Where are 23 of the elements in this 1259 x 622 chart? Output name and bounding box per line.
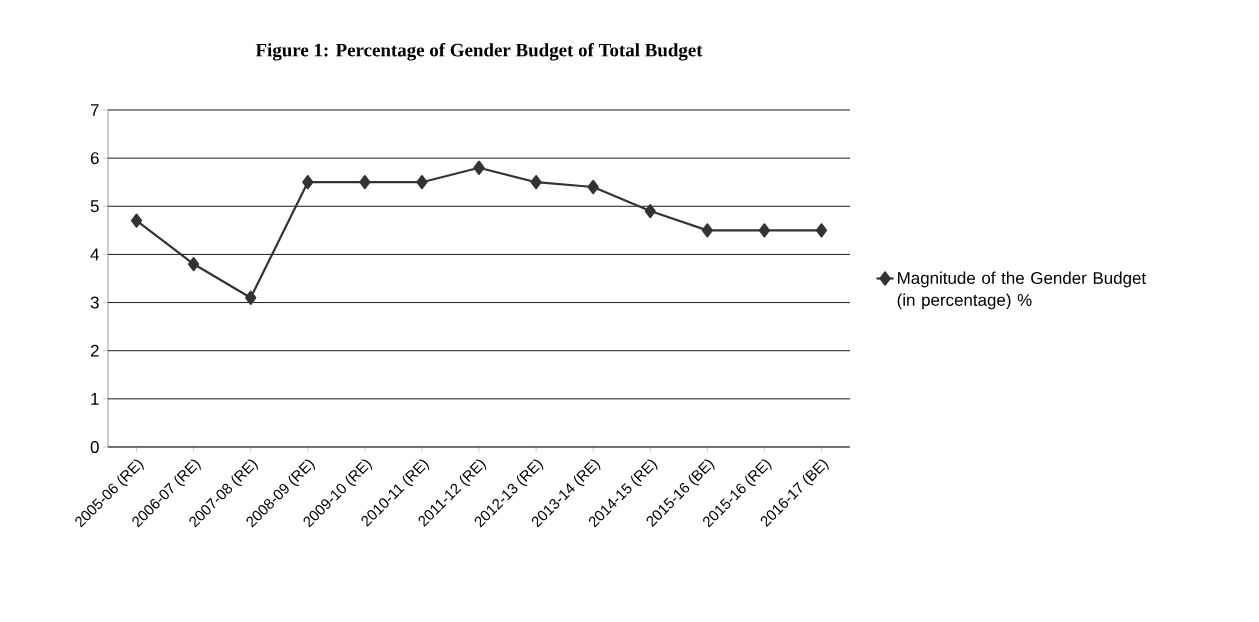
y-tick-label: 5 [90,200,99,213]
point [644,203,656,219]
point [359,175,371,190]
y-tick-label: 6 [90,152,99,165]
legend-label: Magnitude of the Gender Budget (in percentage) % [897,271,1146,310]
point [758,223,770,238]
point [530,175,542,190]
point [130,213,143,228]
y-tick-label: 0 [90,440,99,453]
point [302,175,314,190]
y-tick-label: 7 [90,104,99,116]
point [416,175,428,190]
point [188,256,200,272]
chart-title: Figure 1: Percentage of Gender Budget of Total Budget [255,42,703,61]
y-tick-label: 1 [91,393,99,405]
y-tick-label: 3 [90,296,99,309]
point [587,179,599,195]
point [473,160,485,175]
point [701,223,713,238]
point [815,223,828,238]
y-tick-label: 2 [90,344,99,357]
y-tick-label: 4 [90,248,99,261]
point [245,290,257,305]
